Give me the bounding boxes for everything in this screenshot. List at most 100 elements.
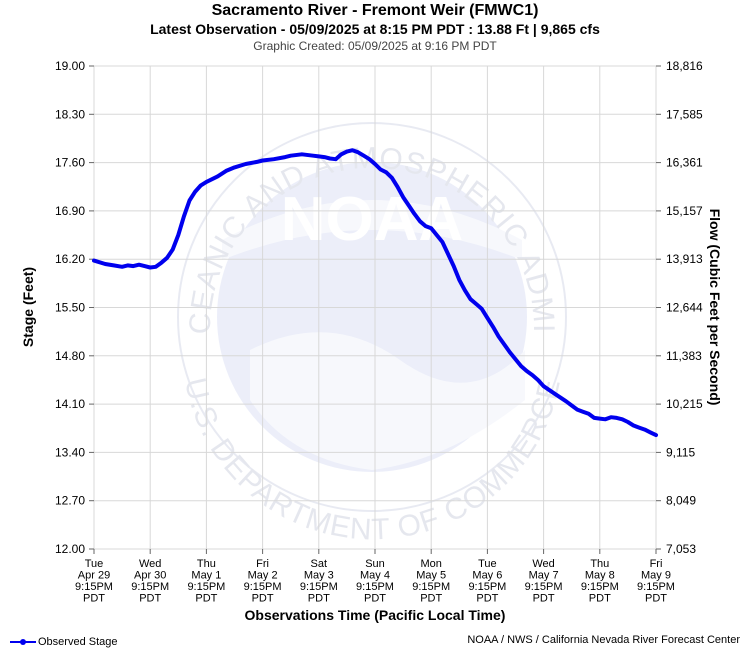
data-point <box>126 263 130 267</box>
x-tick-label: Thu May 1 9:15PM PDT <box>187 558 225 605</box>
y-tick-label: 16.20 <box>55 252 85 266</box>
data-point <box>519 364 523 368</box>
y-tick-label: 14.80 <box>55 349 85 363</box>
data-point <box>103 262 107 266</box>
data-point <box>272 157 276 161</box>
data-point <box>199 183 203 187</box>
data-point <box>204 180 208 184</box>
chart-grid <box>93 65 657 550</box>
data-point <box>603 417 608 421</box>
data-point <box>412 212 416 216</box>
y-tick-label: 18.30 <box>55 107 85 121</box>
y-tick-label: 19.00 <box>55 59 85 73</box>
y2-tick-label: 8,049 <box>666 494 696 508</box>
data-point <box>536 378 540 382</box>
data-point <box>334 157 338 161</box>
data-point <box>210 177 214 181</box>
data-point <box>356 150 360 154</box>
x-tick-label: Wed May 7 9:15PM PDT <box>525 558 563 605</box>
y2-tick-label: 7,053 <box>666 542 696 556</box>
chart-subtitle: Latest Observation - 05/09/2025 at 8:15 … <box>150 21 600 37</box>
data-point <box>474 302 478 306</box>
y2-tick-label: 18,816 <box>666 59 703 73</box>
y-tick-label: 15.50 <box>55 301 85 315</box>
data-point <box>120 265 124 269</box>
data-point <box>300 152 304 156</box>
data-point <box>609 415 613 419</box>
data-point <box>255 160 259 164</box>
data-point <box>159 261 163 265</box>
data-point <box>615 416 619 420</box>
y-axis-label: Stage (Feet) <box>20 267 36 347</box>
y-tick-label: 12.70 <box>55 494 85 508</box>
data-point <box>339 152 343 156</box>
data-point <box>261 158 265 163</box>
data-point <box>570 403 574 408</box>
credit-text: NOAA / NWS / California Nevada River For… <box>467 634 740 646</box>
data-point <box>592 416 596 420</box>
legend-label: Observed Stage <box>38 636 118 648</box>
data-point <box>379 167 383 172</box>
noaa-logo-text: NOAA <box>281 185 464 254</box>
data-point <box>154 265 158 269</box>
legend: Observed Stage <box>10 636 118 648</box>
data-point <box>384 170 388 174</box>
data-point <box>112 263 116 267</box>
data-point <box>587 412 591 416</box>
x-tick-label: Fri May 9 9:15PM PDT <box>637 558 675 605</box>
x-tick-label: Sun May 4 9:15PM PDT <box>356 558 394 605</box>
x-tick-label: Tue May 6 9:15PM PDT <box>468 558 506 605</box>
data-point <box>283 155 287 159</box>
data-point <box>187 198 192 203</box>
y2-tick-label: 12,644 <box>666 301 703 315</box>
x-tick-label: Sat May 3 9:15PM PDT <box>300 558 338 605</box>
y-tick-label: 17.60 <box>55 156 85 170</box>
data-point <box>390 176 394 180</box>
data-point <box>232 165 237 169</box>
data-point <box>395 185 400 189</box>
y2-tick-label: 15,157 <box>666 204 703 218</box>
y2-tick-label: 13,913 <box>666 252 703 266</box>
data-point <box>311 154 315 158</box>
data-point <box>165 256 169 260</box>
chart-title: Sacramento River - Fremont Weir (FMWC1) <box>211 2 539 19</box>
data-point <box>631 423 636 428</box>
y2-tick-label: 10,215 <box>666 397 703 411</box>
data-point <box>598 417 602 421</box>
data-point <box>654 433 658 437</box>
data-point <box>182 214 186 218</box>
data-point <box>575 408 579 412</box>
data-point <box>407 203 411 207</box>
data-point <box>497 334 501 339</box>
data-point <box>542 384 546 388</box>
data-point <box>92 259 96 263</box>
y-tick-label: 12.00 <box>55 542 85 556</box>
x-tick-label: Mon May 5 9:15PM PDT <box>412 558 450 605</box>
data-point <box>345 150 349 154</box>
data-point <box>328 156 332 161</box>
data-point <box>289 154 293 158</box>
data-point <box>468 297 473 301</box>
data-point <box>367 157 371 161</box>
data-point <box>525 369 529 373</box>
x-axis-label: Observations Time (Pacific Local Time) <box>245 607 506 623</box>
noaa-watermark-logo: NOAA NATIONAL OCEANIC AND ATMOSPHERIC AD… <box>0 0 567 547</box>
data-point <box>171 247 175 252</box>
y2-tick-label: 17,585 <box>666 107 703 121</box>
series-group <box>92 148 658 438</box>
data-point <box>620 417 624 421</box>
legend-line-marker-icon <box>10 639 36 645</box>
y2-axis-label: Flow (Cubic Feet per Second) <box>707 209 723 406</box>
y-axis-left: 12.00 12.70 13.40 14.10 14.80 15.50 16.20 16.90… <box>55 59 94 556</box>
data-point <box>193 190 197 194</box>
data-point <box>463 288 467 292</box>
data-point <box>457 278 461 282</box>
x-tick-label: Fri May 2 9:15PM PDT <box>244 558 282 605</box>
data-point <box>429 226 433 230</box>
data-point <box>244 162 248 166</box>
data-point <box>508 350 512 354</box>
data-point <box>637 426 641 430</box>
data-point <box>322 155 326 159</box>
data-point <box>350 148 355 152</box>
y2-tick-label: 11,383 <box>666 349 702 363</box>
